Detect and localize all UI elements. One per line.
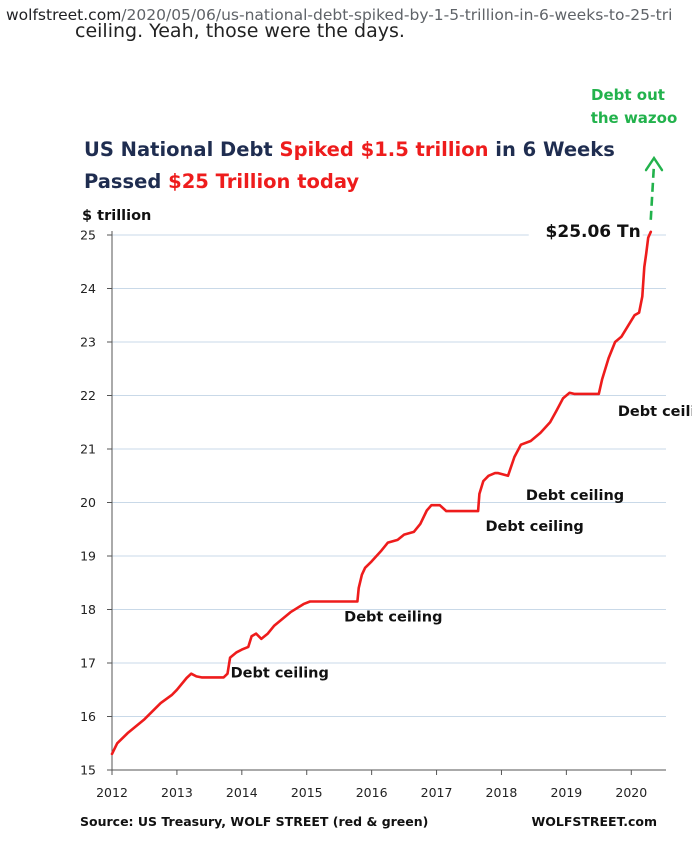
- series: [110, 155, 664, 756]
- x-tick-label: 2020: [615, 785, 647, 800]
- address-bar[interactable]: wolfstreet.com/2020/05/06/us-national-de…: [0, 0, 692, 30]
- gridlines: [112, 234, 666, 717]
- x-tick-label: 2016: [356, 785, 388, 800]
- annotations: $25.06 Tn Debt ceiling Debt ceiling Debt ce…: [231, 216, 692, 681]
- x-tick-label: 2017: [421, 785, 453, 800]
- title-part-0: US National Debt: [84, 138, 280, 161]
- source-note: Source: US Treasury, WOLF STREET (red & …: [80, 814, 428, 829]
- y-tick-label: 24: [80, 281, 96, 296]
- title-part-1: $25 Trillion today: [168, 170, 359, 193]
- title-part-0: Passed: [84, 170, 168, 193]
- projection-label-line-1: Debt out: [591, 86, 665, 104]
- x-tick-label: 2012: [96, 785, 128, 800]
- y-tick-label: 23: [80, 335, 96, 350]
- axes: [107, 231, 666, 775]
- debt-ceiling-label: Debt ceiling: [526, 488, 624, 504]
- x-tick-label: 2018: [486, 785, 518, 800]
- y-tick-labels: 15 16 17 18 19 20 21 22 23 24 25: [80, 228, 96, 778]
- url-path: /2020/05/06/us-national-debt-spiked-by-1…: [121, 6, 673, 24]
- y-tick-label: 22: [80, 388, 96, 403]
- projection-arrowhead-icon: [644, 155, 664, 172]
- brand-mark: WOLFSTREET.com: [531, 814, 657, 829]
- x-tick-label: 2019: [550, 785, 582, 800]
- y-tick-label: 20: [80, 495, 96, 510]
- title-part-2: in 6 Weeks: [489, 138, 615, 161]
- value-label-background: [528, 216, 643, 245]
- x-tick-label: 2013: [161, 785, 193, 800]
- y-axis-label: $ trillion: [82, 208, 151, 224]
- y-tick-label: 18: [80, 602, 96, 617]
- debt-ceiling-label: Debt ceiling: [344, 609, 442, 625]
- debt-ceiling-label: Debt ceiling: [618, 404, 692, 420]
- final-value-label: $25.06 Tn: [546, 222, 641, 242]
- article-text-clipped: ceiling. Yeah, those were the days.: [75, 20, 405, 42]
- x-tick-label: 2014: [226, 785, 258, 800]
- title-part-1: Spiked $1.5 trillion: [280, 138, 489, 161]
- y-tick-label: 15: [80, 763, 96, 778]
- y-tick-label: 25: [80, 228, 96, 243]
- x-tick-labels: 2012 2013 2014 2015 2016 2017 2018 2019 2020: [96, 785, 647, 800]
- chart-title: US National Debt Spiked $1.5 trillion in…: [84, 138, 615, 161]
- debt-series-line-0: [110, 230, 653, 756]
- y-tick-label: 16: [80, 709, 96, 724]
- debt-ceiling-label: Debt ceiling: [486, 519, 584, 535]
- y-tick-label: 19: [80, 549, 96, 564]
- projection-label-line-2: the wazoo: [591, 109, 678, 127]
- projection-dashed-line: [649, 164, 656, 220]
- url-host: wolfstreet.com: [6, 6, 122, 24]
- chart-subtitle: Passed $25 Trillion today: [84, 170, 359, 193]
- y-tick-label: 17: [80, 656, 96, 671]
- x-tick-label: 2015: [291, 785, 323, 800]
- y-tick-label: 21: [80, 442, 96, 457]
- debt-ceiling-label: Debt ceiling: [231, 665, 329, 681]
